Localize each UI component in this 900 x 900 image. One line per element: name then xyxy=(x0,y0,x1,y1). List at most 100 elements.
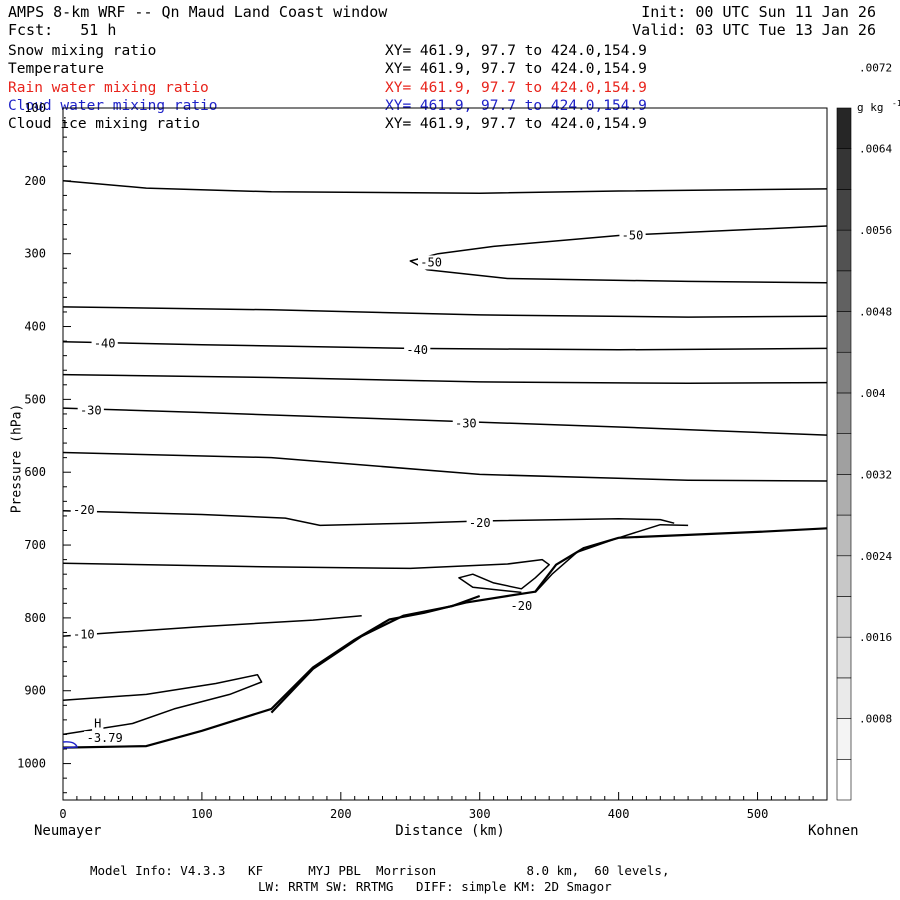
contour-line xyxy=(409,225,828,284)
field-name-cloud-ice: Cloud ice mixing ratio xyxy=(8,116,201,132)
colorbar-unit-exponent: -1 xyxy=(892,99,900,108)
y-tick-label: 1000 xyxy=(17,757,46,771)
colorbar-band xyxy=(836,677,852,719)
contour-label-bg xyxy=(91,336,118,351)
colorbar-band xyxy=(836,270,852,312)
cloud-water-contour xyxy=(62,741,78,749)
y-tick-label: 200 xyxy=(24,174,46,188)
contour-label-bg xyxy=(70,503,97,518)
contour-line xyxy=(62,306,828,318)
contour-line xyxy=(62,527,828,749)
forecast-hour: Fcst: 51 h xyxy=(8,21,117,39)
y-tick-label: 700 xyxy=(24,538,46,552)
x-tick-label: 100 xyxy=(191,807,213,821)
contour-label: -20 xyxy=(511,599,533,613)
y-axis-label: Pressure (hPa) xyxy=(9,403,25,514)
y-tick-label: 500 xyxy=(24,392,46,406)
contour-line xyxy=(62,341,828,351)
x-tick-label: 300 xyxy=(469,807,491,821)
colorbar-band xyxy=(836,351,852,394)
colorbar-tick-label: .0016 xyxy=(859,631,892,644)
contour-label-bg xyxy=(508,599,535,614)
x-tick-label: 400 xyxy=(608,807,630,821)
colorbar-band xyxy=(836,758,852,801)
contour-line xyxy=(270,594,481,714)
contour-label-bg xyxy=(77,403,104,418)
colorbar-tick-label: .004 xyxy=(859,387,886,400)
colorbar-band xyxy=(836,311,852,353)
colorbar-tick-label: .0072 xyxy=(859,61,892,74)
y-tick-label: 600 xyxy=(24,465,46,479)
field-xy-cloud-water: XY= 461.9, 97.7 to 424.0,154.9 xyxy=(385,98,647,114)
init-time: Init: 00 UTC Sun 11 Jan 26 xyxy=(641,3,876,21)
contour-label: -30 xyxy=(80,403,102,417)
colorbar-tick-label: .0024 xyxy=(859,550,892,563)
contour-label: -50 xyxy=(420,255,442,269)
physics-info: LW: RRTM SW: RRTMG DIFF: simple KM: 2D S… xyxy=(258,879,612,894)
colorbar-band xyxy=(836,392,852,434)
contour-line xyxy=(534,523,689,593)
colorbar-band xyxy=(836,718,852,760)
x-tick-label: 500 xyxy=(747,807,769,821)
contour-label: -40 xyxy=(94,336,116,350)
valid-time: Valid: 03 UTC Tue 13 Jan 26 xyxy=(632,21,876,39)
x-start-label: Neumayer xyxy=(34,823,102,839)
field-xy-snow: XY= 461.9, 97.7 to 424.0,154.9 xyxy=(385,43,647,59)
colorbar-tick-label: .0056 xyxy=(859,224,892,237)
x-tick-label: 0 xyxy=(59,807,66,821)
contour-label: -3.79 xyxy=(87,731,123,745)
contour-line xyxy=(62,614,362,637)
contour-label: -20 xyxy=(469,516,491,530)
field-name-rain: Rain water mixing ratio xyxy=(8,80,209,96)
contour-label-bg xyxy=(619,228,646,243)
contour-line xyxy=(62,510,675,527)
chart-title: AMPS 8-km WRF -- Qn Maud Land Coast wind… xyxy=(8,3,388,21)
colorbar-band xyxy=(836,433,852,475)
field-name-temperature: Temperature xyxy=(8,61,105,77)
x-end-label: Kohnen xyxy=(808,823,859,839)
field-xy-temperature: XY= 461.9, 97.7 to 424.0,154.9 xyxy=(385,61,647,77)
contour-line xyxy=(62,180,828,194)
contour-label: -50 xyxy=(622,228,644,242)
contour-label: -30 xyxy=(455,416,477,430)
colorbar-band xyxy=(836,596,852,638)
contour-label-bg xyxy=(404,342,431,357)
contour-line xyxy=(62,673,263,736)
contour-label-bg xyxy=(92,716,104,731)
colorbar-band xyxy=(836,636,852,679)
field-name-snow: Snow mixing ratio xyxy=(8,43,157,59)
colorbar-tick-label: .0064 xyxy=(859,143,892,156)
x-axis-label: Distance (km) xyxy=(395,823,505,839)
colorbar-band xyxy=(836,474,852,516)
x-tick-label: 200 xyxy=(330,807,352,821)
colorbar-band xyxy=(836,189,852,231)
contour-label-bg xyxy=(84,731,126,746)
y-tick-label: 400 xyxy=(24,320,46,334)
y-tick-label: 900 xyxy=(24,684,46,698)
colorbar-tick-label: .0048 xyxy=(859,306,892,319)
colorbar-unit: g kg xyxy=(857,101,884,114)
contour-label: -40 xyxy=(406,343,428,357)
colorbar-band xyxy=(836,555,852,597)
contour-line xyxy=(62,451,828,482)
y-tick-label: 300 xyxy=(24,247,46,261)
colorbar-tick-label: .0032 xyxy=(859,468,892,481)
field-xy-cloud-ice: XY= 461.9, 97.7 to 424.0,154.9 xyxy=(385,116,647,132)
colorbar-band xyxy=(836,229,852,272)
contour-label-bg xyxy=(466,516,493,531)
plot-frame xyxy=(62,107,828,801)
contour-label-bg xyxy=(70,627,97,642)
field-name-cloud-water: Cloud water mixing ratio xyxy=(8,98,218,114)
colorbar-band xyxy=(836,107,852,150)
contour-label: H xyxy=(94,717,101,731)
contour-line xyxy=(62,407,828,436)
colorbar-band xyxy=(836,514,852,557)
contour-label: -10 xyxy=(73,628,95,642)
y-tick-label: 800 xyxy=(24,611,46,625)
model-info: Model Info: V4.3.3 KF MYJ PBL Morrison 8… xyxy=(90,863,670,878)
contour-label-bg xyxy=(452,416,479,431)
field-xy-rain: XY= 461.9, 97.7 to 424.0,154.9 xyxy=(385,80,647,96)
contour-label-bg xyxy=(418,255,445,270)
contour-label: -20 xyxy=(73,503,95,517)
